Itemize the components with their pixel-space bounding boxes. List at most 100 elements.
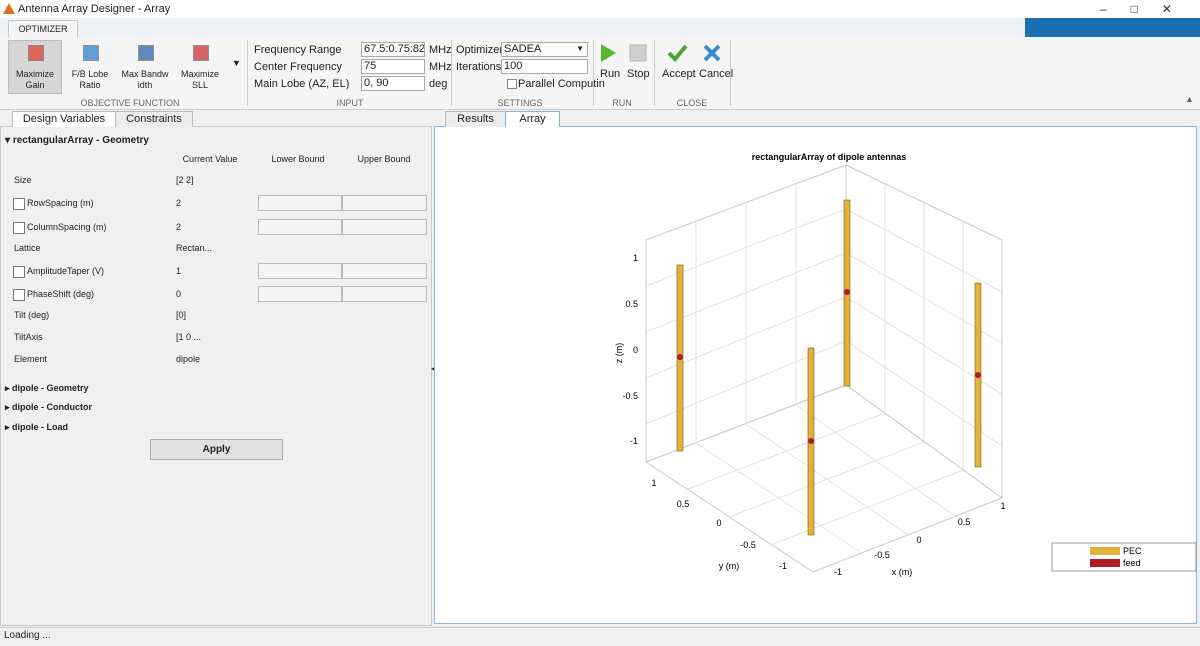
separator (247, 40, 248, 106)
row-checkbox[interactable] (13, 198, 25, 210)
objective-label[interactable]: Ratio (79, 80, 101, 90)
legend-label: PEC (1123, 546, 1142, 556)
input-unit: MHz (429, 61, 452, 73)
column-header: Current Value (182, 154, 238, 164)
row-value: Rectan... (176, 243, 213, 253)
title-bar (0, 0, 1200, 18)
y-axis-label: y (m) (719, 561, 740, 571)
z-tick-label: -0.5 (622, 391, 638, 401)
y-tick-label: 0.5 (677, 499, 690, 509)
iterations-input[interactable]: 100 (501, 59, 588, 74)
collapsed-section[interactable]: ▸ dipole - Conductor (5, 402, 93, 412)
run-icons[interactable] (600, 43, 650, 63)
x-tick-label: 0.5 (958, 517, 971, 527)
tab[interactable]: Results (445, 111, 506, 127)
upper-bound-input[interactable] (342, 219, 427, 235)
row-checkbox[interactable] (13, 266, 25, 278)
objective-label[interactable]: idth (137, 80, 153, 90)
window-title: Antenna Array Designer - Array (18, 3, 171, 15)
plot-area: rectangularArray of dipole antennas x (m… (434, 126, 1197, 624)
z-axis-label: z (m) (614, 343, 624, 364)
row-name: AmplitudeTaper (V) (27, 266, 105, 276)
row-name: Element (14, 354, 48, 364)
iterations-label: Iterations (456, 61, 502, 73)
window-controls[interactable]: –□✕ (1100, 2, 1196, 16)
legend-label: feed (1123, 558, 1141, 568)
input-field[interactable]: 75 (361, 59, 425, 74)
section-label: RUN (612, 98, 632, 108)
input-unit: MHz (429, 44, 452, 56)
input-label: Frequency Range (254, 44, 342, 56)
collapsed-title: dipole - Geometry (12, 383, 89, 393)
collapsed-section[interactable]: ▸ dipole - Load (5, 422, 69, 432)
plot-title: rectangularArray of dipole antennas (752, 152, 907, 162)
quick-access-bar (1025, 18, 1200, 37)
tab[interactable]: Array (505, 111, 560, 127)
row-name: Size (14, 175, 32, 185)
y-tick-label: 0 (716, 518, 721, 528)
close-icons[interactable] (667, 43, 727, 63)
input-field[interactable]: 67.5:0.75:82.5 (361, 42, 425, 57)
lower-bound-input[interactable] (258, 263, 342, 279)
tab[interactable]: Design Variables (12, 111, 116, 127)
lower-bound-input[interactable] (258, 219, 342, 235)
z-tick-label: -1 (630, 436, 638, 446)
section-label: CLOSE (676, 98, 708, 108)
z-tick-label: 1 (633, 253, 638, 263)
upper-bound-input[interactable] (342, 195, 427, 211)
row-name: Lattice (14, 243, 41, 253)
optimizer-dropdown[interactable]: SADEA ▼ (501, 42, 588, 57)
cancel-label[interactable]: Cancel (699, 68, 734, 80)
row-name: PhaseShift (deg) (27, 289, 95, 299)
objective-icon[interactable] (138, 45, 154, 61)
parallel-checkbox[interactable] (507, 79, 517, 89)
objective-label[interactable]: Maximize (180, 69, 219, 79)
row-name: Tilt (deg) (14, 310, 50, 320)
lower-bound-input[interactable] (258, 195, 342, 211)
optimizer-tab[interactable]: OPTIMIZER (8, 20, 78, 38)
column-header: Lower Bound (271, 154, 325, 164)
row-value: [1 0 ... (176, 332, 202, 342)
row-checkbox[interactable] (13, 289, 25, 301)
collapsed-title: dipole - Load (12, 422, 69, 432)
more-arrow[interactable]: ▼ (232, 58, 241, 68)
accept-label[interactable]: Accept (662, 68, 696, 80)
input-unit: deg (429, 78, 448, 90)
status-bar (0, 627, 1200, 646)
status-text: Loading ... (4, 630, 51, 641)
objective-label[interactable]: F/B Lobe (71, 69, 109, 79)
parallel-label: Parallel Computin (518, 78, 605, 90)
splitter-handle[interactable]: ◂ (431, 364, 436, 373)
row-value: 0 (176, 289, 182, 299)
run-label[interactable]: Run (600, 68, 621, 80)
x-axis-label: x (m) (892, 567, 913, 577)
row-checkbox[interactable] (13, 222, 25, 234)
input-field[interactable]: 0, 90 (361, 76, 425, 91)
objective-label[interactable]: Max Bandw (121, 69, 169, 79)
stop-label[interactable]: Stop (627, 68, 650, 80)
section-header[interactable]: ▾ rectangularArray - Geometry (5, 135, 149, 146)
optimizer-label: Optimizer (456, 44, 504, 56)
upper-bound-input[interactable] (342, 263, 427, 279)
apply-button[interactable]: Apply (150, 439, 283, 460)
row-value: 2 (176, 222, 182, 232)
objective-label[interactable]: Maximize (15, 69, 54, 79)
objective-label[interactable]: SLL (191, 80, 208, 90)
objective-label[interactable]: Gain (25, 80, 45, 90)
lower-bound-input[interactable] (258, 286, 342, 302)
objective-icon[interactable] (28, 45, 44, 61)
row-value: 2 (176, 198, 182, 208)
objective-icon[interactable] (83, 45, 99, 61)
objective-icon[interactable] (193, 45, 209, 61)
app-icon (3, 3, 15, 14)
collapsed-section[interactable]: ▸ dipole - Geometry (5, 383, 89, 393)
upper-bound-input[interactable] (342, 286, 427, 302)
row-value: [0] (176, 310, 187, 320)
legend-box (1051, 542, 1197, 572)
row-value: 1 (176, 266, 182, 276)
separator (730, 40, 731, 106)
collapse-toolstrip[interactable]: ▲ (1185, 94, 1194, 104)
z-tick-label: 0 (633, 345, 638, 355)
tab[interactable]: Constraints (115, 111, 193, 127)
row-value: [2 2] (176, 175, 194, 185)
